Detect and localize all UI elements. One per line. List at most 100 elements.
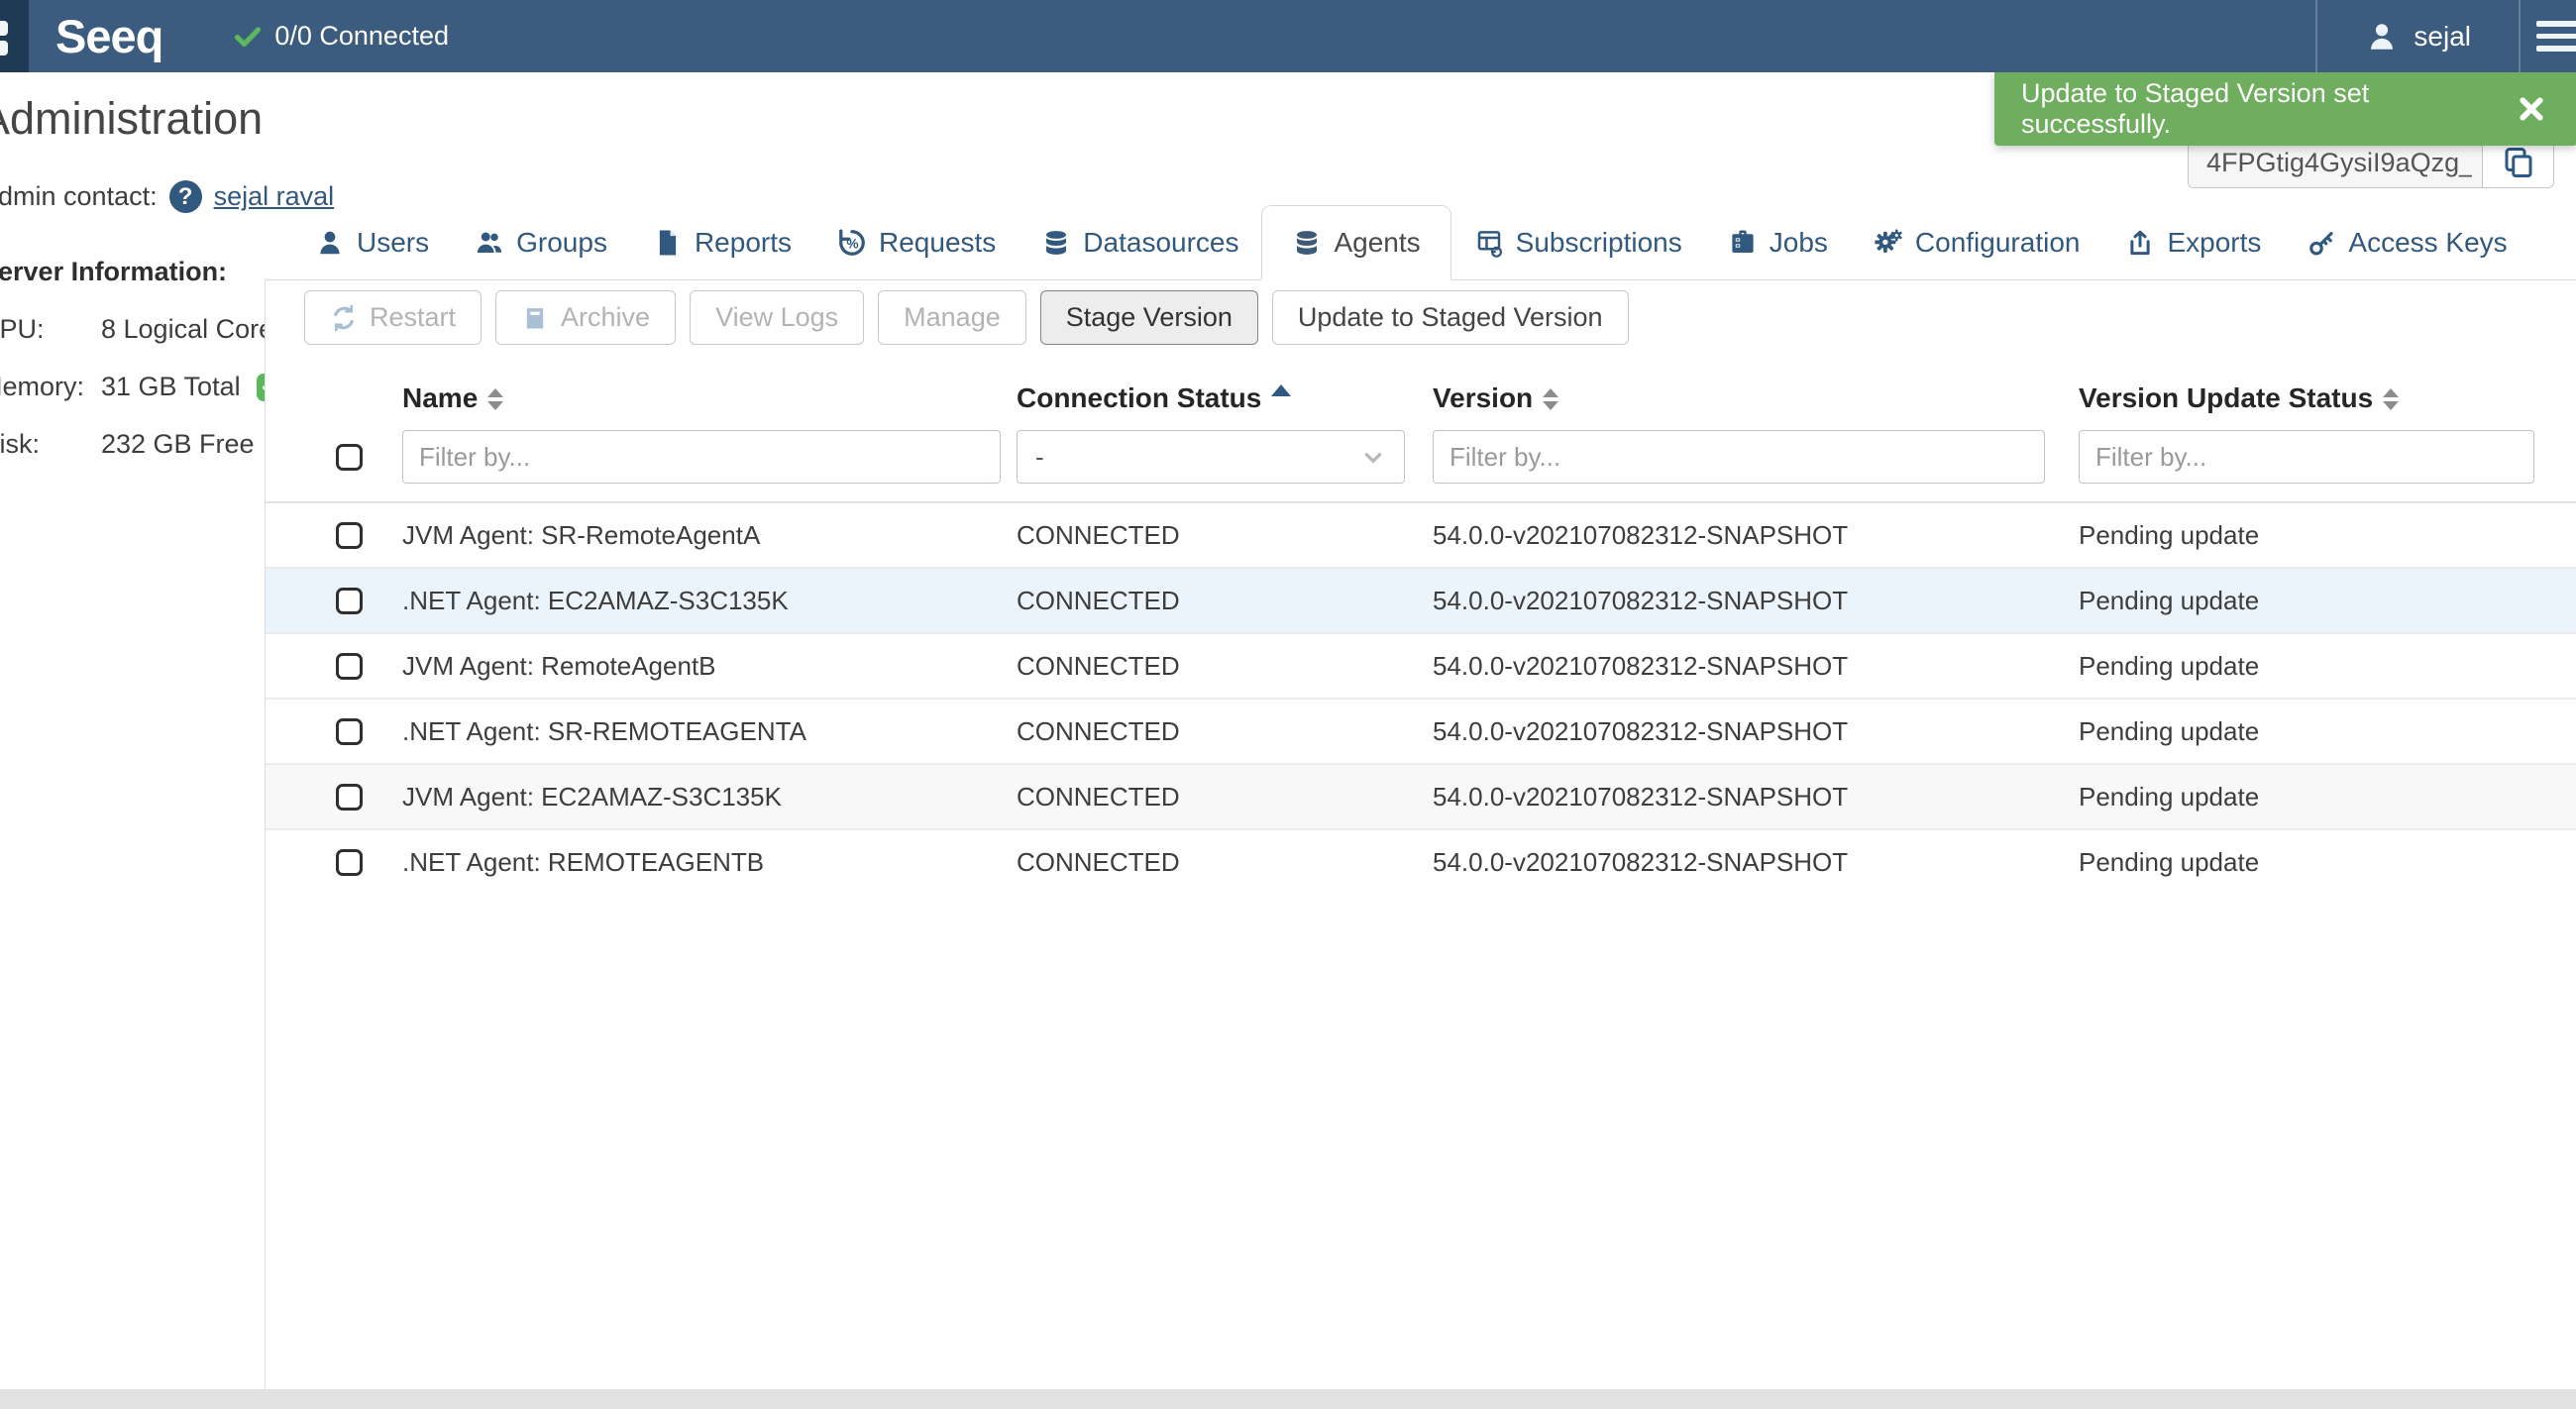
agent-version: 54.0.0-v202107082312-SNAPSHOT (1433, 715, 1849, 746)
groups-icon (478, 232, 502, 253)
agent-version: 54.0.0-v202107082312-SNAPSHOT (1433, 519, 1849, 550)
table-row[interactable]: .NET Agent: SR-REMOTEAGENTA CONNECTED 54… (266, 698, 2576, 763)
chevron-down-icon (1364, 452, 1382, 464)
agent-name: JVM Agent: SR-RemoteAgentA (402, 519, 761, 550)
restart-icon (334, 304, 354, 331)
subscriptions-icon (1477, 230, 1502, 258)
jobs-briefcase-icon (1732, 230, 1754, 253)
agent-version: 54.0.0-v202107082312-SNAPSHOT (1433, 781, 1849, 812)
admin-contact-link[interactable]: sejal raval (213, 181, 335, 211)
restart-button[interactable]: Restart (304, 290, 483, 345)
version-update-status-filter-input[interactable] (2079, 430, 2534, 484)
view-logs-button[interactable]: View Logs (690, 290, 865, 345)
connection-status: CONNECTED (1017, 715, 1180, 746)
archive-button[interactable]: Archive (495, 290, 677, 345)
export-icon (2130, 230, 2151, 255)
version-update-status: Pending update (2079, 585, 2260, 615)
tab-datasources[interactable]: Datasources (1019, 205, 1261, 279)
access-token-input[interactable] (2189, 138, 2483, 187)
toast-message: Update to Staged Version set successfull… (2021, 78, 2370, 139)
admin-tabs: Users Groups Reports % Requests Datasour… (265, 205, 2576, 280)
stage-version-button[interactable]: Stage Version (1039, 290, 1258, 345)
agent-name: JVM Agent: RemoteAgentB (402, 650, 716, 681)
name-filter-input[interactable] (402, 430, 1001, 484)
agent-name: JVM Agent: EC2AMAZ-S3C135K (402, 781, 782, 812)
username: sejal (2414, 20, 2471, 52)
tab-access-keys[interactable]: Access Keys (2284, 205, 2529, 279)
agent-version: 54.0.0-v202107082312-SNAPSHOT (1433, 585, 1849, 615)
tab-configuration[interactable]: Configuration (1851, 205, 2103, 279)
row-checkbox[interactable] (336, 587, 363, 614)
copy-token-button[interactable] (2483, 138, 2553, 187)
table-row[interactable]: JVM Agent: EC2AMAZ-S3C135K CONNECTED 54.… (266, 763, 2576, 828)
navbar-divider (2315, 0, 2318, 72)
update-to-staged-version-button[interactable]: Update to Staged Version (1271, 290, 1629, 345)
agents-toolbar: Restart Archive View Logs Manage Stage V… (304, 290, 2576, 345)
sort-icon (1543, 388, 1559, 410)
column-header-version[interactable]: Version (1433, 382, 2079, 414)
manage-button[interactable]: Manage (878, 290, 1026, 345)
table-row[interactable]: .NET Agent: REMOTEAGENTB CONNECTED 54.0.… (266, 828, 2576, 894)
tab-jobs[interactable]: Jobs (1705, 205, 1851, 279)
row-checkbox[interactable] (336, 652, 363, 680)
column-header-version-update-status[interactable]: Version Update Status (2079, 382, 2576, 414)
hamburger-menu-icon[interactable] (2521, 0, 2576, 72)
memory-label: Memory: (0, 372, 85, 401)
svg-text:%: % (846, 236, 858, 251)
top-navbar: Seeq 0/0 Connected sejal (0, 0, 2576, 72)
agents-database-icon (1297, 230, 1318, 255)
row-checkbox[interactable] (336, 521, 363, 549)
access-token-group (2188, 137, 2554, 188)
table-row[interactable]: .NET Agent: EC2AMAZ-S3C135K CONNECTED 54… (266, 567, 2576, 632)
apps-grid-icon[interactable] (0, 0, 29, 72)
agent-version: 54.0.0-v202107082312-SNAPSHOT (1433, 650, 1849, 681)
tab-subscriptions[interactable]: Subscriptions (1451, 205, 1705, 279)
version-update-status: Pending update (2079, 846, 2260, 877)
agent-name: .NET Agent: SR-REMOTEAGENTA (402, 715, 806, 746)
admin-contact-label: Admin contact: (0, 181, 158, 211)
connection-status: CONNECTED (1017, 650, 1180, 681)
select-all-checkbox[interactable] (336, 443, 363, 471)
server-info-row: Memory: 31 GB Total (0, 372, 284, 402)
key-icon (2309, 231, 2333, 255)
column-header-name[interactable]: Name (402, 382, 1017, 414)
sort-icon (487, 388, 504, 410)
disk-value: 232 GB Free (101, 429, 255, 459)
copy-icon (2505, 148, 2531, 177)
page-title: Administration (0, 93, 264, 144)
help-icon[interactable] (168, 180, 202, 213)
row-checkbox[interactable] (336, 717, 363, 745)
connection-status: CONNECTED (1017, 846, 1180, 877)
column-header-connection-status[interactable]: Connection Status (1017, 382, 1433, 414)
connection-status-filter-select[interactable]: - (1017, 430, 1405, 484)
table-row[interactable]: JVM Agent: RemoteAgentB CONNECTED 54.0.0… (266, 632, 2576, 698)
sort-icon (2383, 388, 2400, 410)
version-filter-input[interactable] (1433, 430, 2045, 484)
cpu-value: 8 Logical Cores (101, 314, 287, 344)
tab-exports[interactable]: Exports (2102, 205, 2284, 279)
navbar-divider (2519, 0, 2521, 72)
table-filter-row: - (266, 424, 2576, 489)
tab-agents[interactable]: Agents (1261, 205, 1451, 280)
requests-history-icon: % (839, 229, 865, 256)
archive-icon (526, 307, 544, 328)
memory-value: 31 GB Total (101, 372, 241, 401)
server-info-heading: Server Information: (0, 257, 228, 286)
user-icon (2371, 23, 2394, 50)
version-update-status: Pending update (2079, 715, 2260, 746)
user-menu[interactable]: sejal (2317, 0, 2519, 72)
toast-close-icon[interactable] (2517, 94, 2546, 124)
status-bar (0, 1389, 2576, 1409)
row-checkbox[interactable] (336, 783, 363, 811)
row-checkbox[interactable] (336, 848, 363, 876)
tab-groups[interactable]: Groups (452, 205, 630, 279)
seeq-logo[interactable]: Seeq (55, 10, 163, 62)
agents-table-body: JVM Agent: SR-RemoteAgentA CONNECTED 54.… (266, 501, 2576, 894)
table-row[interactable]: JVM Agent: SR-RemoteAgentA CONNECTED 54.… (266, 501, 2576, 567)
tab-reports[interactable]: Reports (630, 205, 814, 279)
users-icon (320, 231, 340, 254)
tab-users[interactable]: Users (292, 205, 452, 279)
tab-requests[interactable]: % Requests (814, 205, 1019, 279)
connection-status: CONNECTED (1017, 519, 1180, 550)
version-update-status: Pending update (2079, 650, 2260, 681)
